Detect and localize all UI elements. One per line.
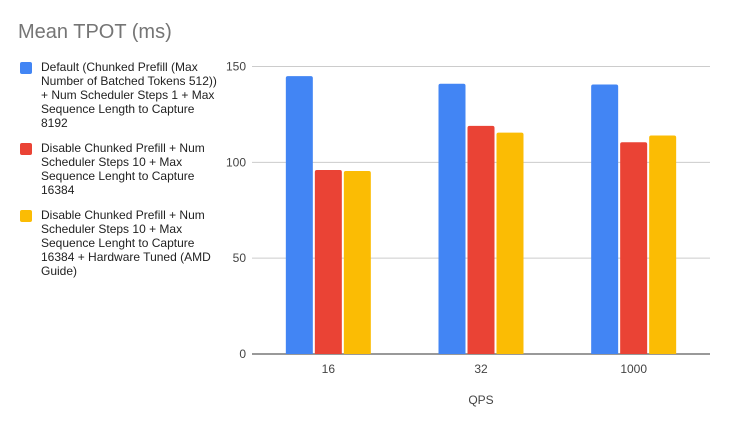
bar xyxy=(285,76,313,354)
legend-swatch xyxy=(20,62,32,74)
bar xyxy=(496,132,524,354)
bar xyxy=(649,135,677,354)
bar xyxy=(467,125,495,355)
legend-item: Disable Chunked Prefill + Num Scheduler … xyxy=(20,141,220,197)
legend-label: Disable Chunked Prefill + Num Scheduler … xyxy=(41,208,211,278)
legend: Default (Chunked Prefill (Max Number of … xyxy=(20,60,220,289)
legend-item: Disable Chunked Prefill + Num Scheduler … xyxy=(20,208,220,278)
x-tick-label: 1000 xyxy=(620,362,647,376)
x-tick-label: 16 xyxy=(322,362,336,376)
y-tick-label: 0 xyxy=(239,347,246,361)
y-tick-label: 100 xyxy=(226,155,246,169)
legend-label: Default (Chunked Prefill (Max Number of … xyxy=(41,60,217,130)
bar xyxy=(438,83,466,354)
chart-title: Mean TPOT (ms) xyxy=(18,21,172,43)
x-tick-label: 32 xyxy=(474,362,488,376)
y-tick-label: 150 xyxy=(226,60,246,74)
legend-label: Disable Chunked Prefill + Num Scheduler … xyxy=(41,141,205,197)
legend-swatch xyxy=(20,143,32,155)
x-axis-label: QPS xyxy=(468,393,493,407)
bar xyxy=(343,170,371,354)
legend-item: Default (Chunked Prefill (Max Number of … xyxy=(20,60,220,130)
y-tick-label: 50 xyxy=(233,251,247,265)
bar xyxy=(620,142,648,354)
bar xyxy=(591,84,619,355)
legend-swatch xyxy=(20,210,32,222)
bar xyxy=(314,170,342,354)
